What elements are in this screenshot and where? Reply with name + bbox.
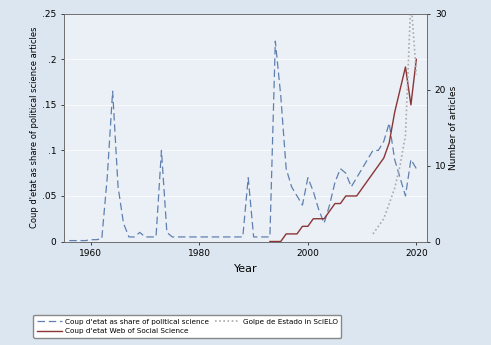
Y-axis label: Number of articles: Number of articles <box>449 86 458 170</box>
Y-axis label: Coup d'etat as share of political science articles: Coup d'etat as share of political scienc… <box>30 27 39 228</box>
Legend: Coup d'etat as share of political science, Coup d'etat Web of Social Science, Go: Coup d'etat as share of political scienc… <box>33 315 341 338</box>
X-axis label: Year: Year <box>234 264 257 274</box>
